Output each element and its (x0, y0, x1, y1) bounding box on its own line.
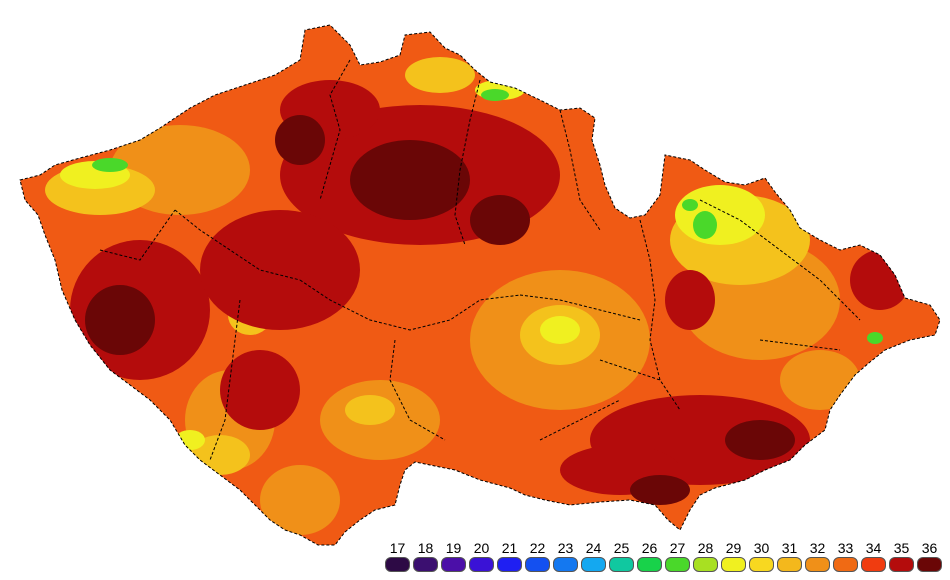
legend-swatch (805, 557, 830, 572)
legend-label: 33 (837, 540, 854, 556)
legend-swatch (525, 557, 550, 572)
legend-swatch (497, 557, 522, 572)
legend-label: 25 (613, 540, 630, 556)
hottest-zones (85, 115, 795, 505)
legend-item: 20 (468, 540, 495, 576)
legend-swatch (637, 557, 662, 572)
legend-item: 23 (552, 540, 579, 576)
legend-swatch (413, 557, 438, 572)
legend-item: 30 (748, 540, 775, 576)
legend-label: 18 (417, 540, 434, 556)
legend-swatch (441, 557, 466, 572)
legend-label: 36 (921, 540, 938, 556)
legend-label: 29 (725, 540, 742, 556)
legend-label: 34 (865, 540, 882, 556)
legend-swatch (721, 557, 746, 572)
legend-swatch (833, 557, 858, 572)
legend-swatch (665, 557, 690, 572)
legend-label: 21 (501, 540, 518, 556)
legend-label: 23 (557, 540, 574, 556)
legend-label: 17 (389, 540, 406, 556)
legend-item: 33 (832, 540, 859, 576)
legend-swatch (889, 557, 914, 572)
legend-item: 18 (412, 540, 439, 576)
legend-swatch (609, 557, 634, 572)
legend-item: 28 (692, 540, 719, 576)
legend-item: 32 (804, 540, 831, 576)
legend-label: 30 (753, 540, 770, 556)
legend-label: 26 (641, 540, 658, 556)
legend-label: 22 (529, 540, 546, 556)
legend-item: 27 (664, 540, 691, 576)
legend-item: 22 (524, 540, 551, 576)
legend-swatch (693, 557, 718, 572)
legend-item: 36 (916, 540, 943, 576)
cold-zones (92, 89, 883, 344)
legend-label: 27 (669, 540, 686, 556)
legend-label: 24 (585, 540, 602, 556)
legend-label: 19 (445, 540, 462, 556)
legend-swatch (553, 557, 578, 572)
legend-item: 19 (440, 540, 467, 576)
legend-label: 28 (697, 540, 714, 556)
legend-swatch (581, 557, 606, 572)
legend-swatch (749, 557, 774, 572)
legend-swatch (385, 557, 410, 572)
legend-swatch (861, 557, 886, 572)
legend-item: 24 (580, 540, 607, 576)
legend-item: 35 (888, 540, 915, 576)
legend-swatch (469, 557, 494, 572)
legend-label: 20 (473, 540, 490, 556)
legend-label: 35 (893, 540, 910, 556)
legend-swatch (777, 557, 802, 572)
legend-item: 21 (496, 540, 523, 576)
legend-item: 25 (608, 540, 635, 576)
legend-label: 31 (781, 540, 798, 556)
legend-item: 29 (720, 540, 747, 576)
legend-item: 17 (384, 540, 411, 576)
regional-boundaries (99, 59, 861, 461)
legend-item: 34 (860, 540, 887, 576)
legend-label: 32 (809, 540, 826, 556)
legend-item: 26 (636, 540, 663, 576)
legend-item: 31 (776, 540, 803, 576)
color-legend: 17 18 19 20 21 22 23 24 25 26 27 28 29 30 31 32 33 34 35 36 (384, 540, 946, 576)
legend-swatch (917, 557, 942, 572)
